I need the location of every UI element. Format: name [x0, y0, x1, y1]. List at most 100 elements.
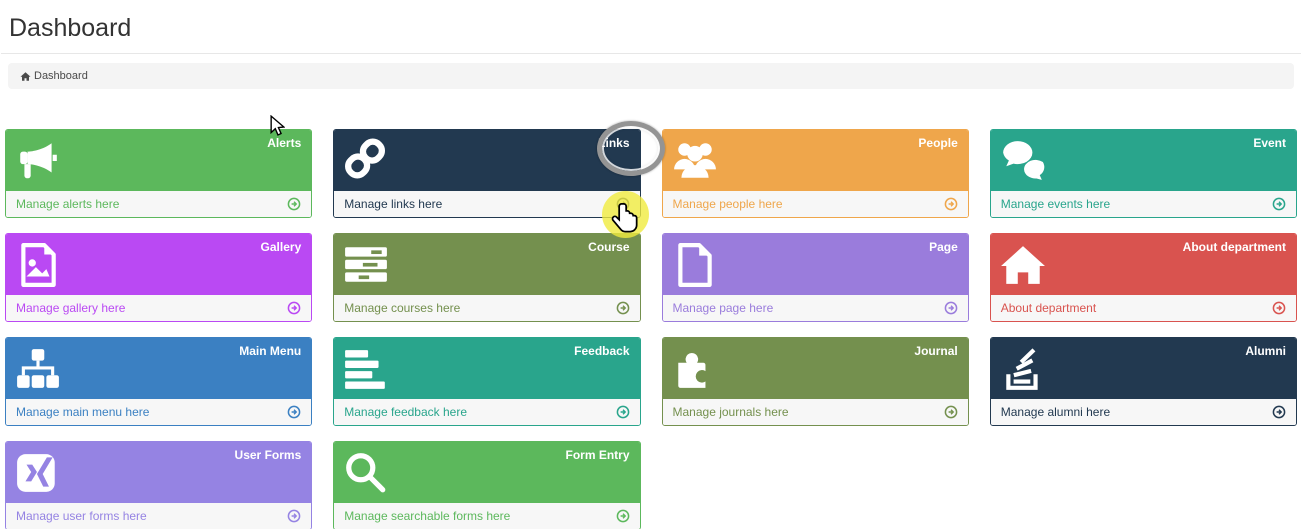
tile-body: Journal: [662, 338, 968, 399]
tile-label: Alumni: [1245, 344, 1286, 358]
tile-footer-text: Manage courses here: [344, 301, 461, 315]
tile-footer-text: Manage gallery here: [16, 301, 126, 315]
arrow-circle-icon: [944, 197, 958, 211]
tile-body: Main Menu: [6, 338, 312, 399]
tile-footer-link[interactable]: Manage user forms here: [6, 503, 312, 529]
tile-footer-link[interactable]: About department: [990, 295, 1296, 321]
tile-label: Journal: [914, 344, 958, 358]
arrow-circle-icon: [1272, 405, 1286, 419]
tile-footer-text: About department: [1000, 301, 1097, 315]
tile-footer-link[interactable]: Manage page here: [662, 295, 968, 321]
tile-footer-link[interactable]: Manage gallery here: [6, 295, 312, 321]
tile-body: About department: [990, 234, 1296, 295]
tile-body: Page: [662, 234, 968, 295]
tile-label: Course: [588, 240, 630, 254]
tile-label: Gallery: [260, 240, 302, 254]
tile-footer-text: Manage links here: [344, 197, 443, 211]
tile-gallery[interactable]: Gallery Manage gallery here: [5, 233, 313, 322]
tile-footer-link[interactable]: Manage links here: [334, 191, 640, 217]
users-icon: [672, 138, 718, 184]
tile-body: Alerts: [6, 130, 312, 191]
tile-footer-link[interactable]: Manage courses here: [334, 295, 640, 321]
arrow-circle-icon: [1272, 197, 1286, 211]
tile-body: Event: [990, 130, 1296, 191]
tile-footer-link[interactable]: Manage searchable forms here: [334, 503, 640, 529]
tile-footer-link[interactable]: Manage people here: [662, 191, 968, 217]
hand-cursor-icon: [611, 201, 639, 235]
image-icon: [15, 242, 61, 288]
sitemap-icon: [15, 346, 61, 392]
arrow-circle-icon: [287, 405, 301, 419]
tile-alumni[interactable]: Alumni Manage alumni here: [989, 337, 1297, 426]
tile-grid: Alerts Manage alerts here Links Manage l…: [0, 129, 1302, 529]
arrow-circle-icon: [944, 301, 958, 315]
tile-about-department[interactable]: About department About department: [989, 233, 1297, 322]
tile-footer-link[interactable]: Manage alerts here: [6, 191, 312, 217]
tile-body: Form Entry: [334, 442, 640, 503]
tile-footer-text: Manage main menu here: [16, 405, 150, 419]
tile-footer-link[interactable]: Manage events here: [990, 191, 1296, 217]
stack-icon: [1000, 346, 1046, 392]
arrow-cursor-icon: [270, 114, 286, 138]
arrow-circle-icon: [616, 509, 630, 523]
arrow-circle-icon: [616, 301, 630, 315]
highlight-ring-annotation: [597, 121, 665, 176]
tile-label: About department: [1182, 240, 1286, 254]
tile-footer-text: Manage alumni here: [1000, 405, 1111, 419]
tile-event[interactable]: Event Manage events here: [989, 129, 1297, 218]
align-left-icon: [343, 346, 389, 392]
tile-body: Alumni: [990, 338, 1296, 399]
search-icon: [343, 450, 389, 496]
tile-footer-text: Manage alerts here: [16, 197, 120, 211]
page-title: Dashboard: [9, 14, 132, 42]
xing-icon: [15, 450, 61, 496]
tile-user-forms[interactable]: User Forms Manage user forms here: [5, 441, 313, 529]
tile-label: Main Menu: [239, 344, 302, 358]
tile-label: Feedback: [574, 344, 630, 358]
tile-footer-link[interactable]: Manage feedback here: [334, 399, 640, 425]
tile-feedback[interactable]: Feedback Manage feedback here: [333, 337, 641, 426]
arrow-circle-icon: [287, 197, 301, 211]
tile-body: Course: [334, 234, 640, 295]
tile-footer-text: Manage journals here: [672, 405, 789, 419]
arrow-circle-icon: [616, 405, 630, 419]
tile-footer-link[interactable]: Manage alumni here: [990, 399, 1296, 425]
file-icon: [672, 242, 718, 288]
tile-label: Alerts: [267, 136, 302, 150]
comments-icon: [1000, 138, 1046, 184]
tile-label: Event: [1253, 136, 1286, 150]
arrow-circle-icon: [287, 509, 301, 523]
tile-page[interactable]: Page Manage page here: [661, 233, 969, 322]
tile-alerts[interactable]: Alerts Manage alerts here: [5, 129, 313, 218]
tile-body: Gallery: [6, 234, 312, 295]
tile-course[interactable]: Course Manage courses here: [333, 233, 641, 322]
tile-footer-text: Manage page here: [672, 301, 774, 315]
tile-links[interactable]: Links Manage links here: [333, 129, 641, 218]
tile-footer-text: Manage events here: [1000, 197, 1111, 211]
tile-label: User Forms: [234, 448, 302, 462]
tile-label: Form Entry: [565, 448, 630, 462]
bullhorn-icon: [15, 138, 61, 184]
tile-main-menu[interactable]: Main Menu Manage main menu here: [5, 337, 313, 426]
tile-footer-text: Manage searchable forms here: [344, 509, 511, 523]
tile-body: People: [662, 130, 968, 191]
arrow-circle-icon: [1272, 301, 1286, 315]
tile-body: Links: [334, 130, 640, 191]
tile-footer-link[interactable]: Manage journals here: [662, 399, 968, 425]
tile-body: User Forms: [6, 442, 312, 503]
puzzle-icon: [672, 346, 718, 392]
tile-label: Page: [929, 240, 958, 254]
tile-people[interactable]: People Manage people here: [661, 129, 969, 218]
tasks-icon: [343, 242, 389, 288]
breadcrumb: Dashboard: [8, 63, 1294, 89]
breadcrumb-item-dashboard[interactable]: Dashboard: [34, 70, 88, 82]
tile-footer-text: Manage user forms here: [16, 509, 147, 523]
home-icon: [1000, 242, 1046, 288]
tile-journal[interactable]: Journal Manage journals here: [661, 337, 969, 426]
chain-icon: [343, 138, 389, 184]
tile-label: People: [918, 136, 958, 150]
tile-footer-link[interactable]: Manage main menu here: [6, 399, 312, 425]
tile-form-entry[interactable]: Form Entry Manage searchable forms here: [333, 441, 641, 529]
home-icon: [20, 71, 31, 82]
